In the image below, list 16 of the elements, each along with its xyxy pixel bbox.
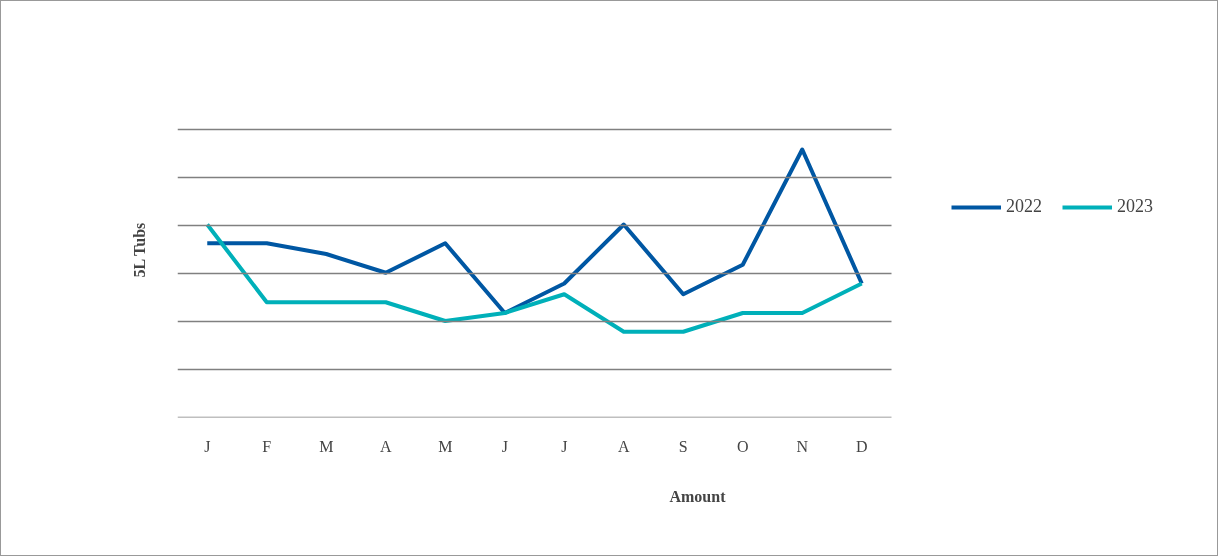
x-tick-label: D xyxy=(855,437,868,455)
x-tick-label: M xyxy=(319,437,334,455)
y-axis-title: 5L Tubs xyxy=(130,222,148,278)
x-tick-label: S xyxy=(678,437,688,455)
legend-label: 2023 xyxy=(1117,196,1153,217)
x-tick-label: F xyxy=(262,437,272,455)
x-tick-label: A xyxy=(379,437,392,455)
x-tick-label: J xyxy=(561,437,568,455)
x-tick-label: A xyxy=(617,437,630,455)
x-tick-label: M xyxy=(438,437,453,455)
x-tick-label: J xyxy=(501,437,508,455)
legend-label: 2022 xyxy=(1006,196,1042,217)
x-tick-label: N xyxy=(796,437,809,455)
x-tick-label: J xyxy=(204,437,211,455)
x-axis-title: Amount xyxy=(669,487,727,505)
x-tick-label: O xyxy=(736,437,749,455)
